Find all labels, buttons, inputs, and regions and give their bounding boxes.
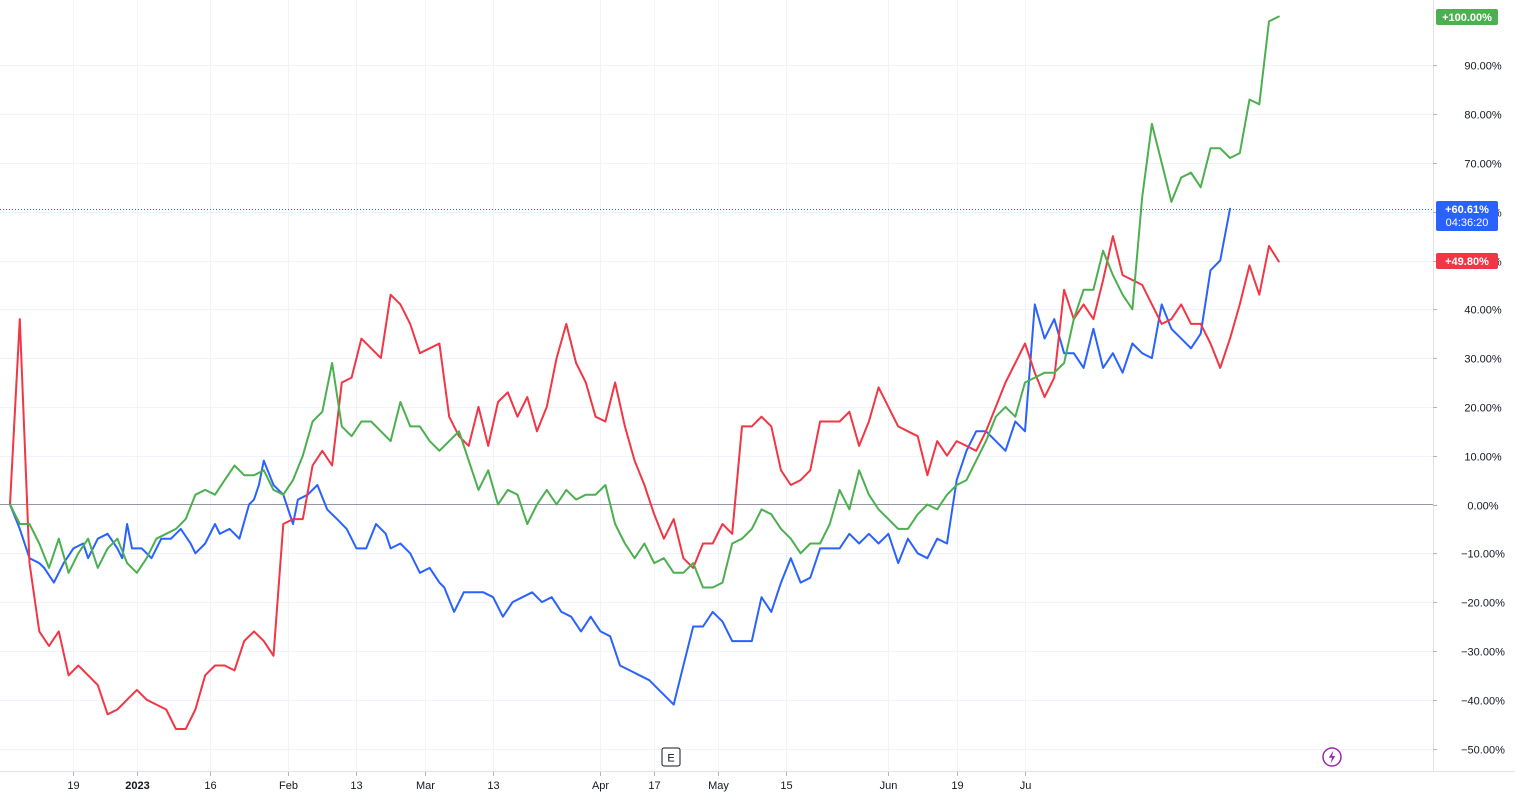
y-tick-label: −50.00% (1461, 745, 1505, 757)
last-value-badges: +60.61%04:36:20 +49.80% +100.00% (1436, 9, 1498, 269)
last-value-badge (1436, 253, 1498, 269)
y-tick-label: −20.00% (1461, 598, 1505, 610)
last-value-badge (1436, 201, 1498, 231)
y-tick-label: 0.00% (1467, 501, 1498, 513)
last-value-badge-text: +49.80% (1445, 256, 1489, 268)
x-tick-label: Apr (592, 780, 609, 792)
last-value-badge-text: +100.00% (1442, 12, 1492, 24)
earnings-label: E (667, 753, 674, 765)
lightning-bolt-glyph (1328, 750, 1336, 764)
x-tick-label: Mar (416, 780, 435, 792)
y-tick-label: 70.00% (1464, 159, 1502, 171)
earnings-icon[interactable] (661, 747, 681, 767)
y-tick-label: 30.00% (1464, 354, 1502, 366)
series-line-2[interactable] (9, 15, 1280, 589)
series-line-1[interactable] (9, 235, 1280, 730)
y-tick-label: 80.00% (1464, 110, 1502, 122)
y-tick-label: −10.00% (1461, 549, 1505, 561)
y-tick-label: −40.00% (1461, 696, 1505, 708)
y-tick-label: −30.00% (1461, 647, 1505, 659)
y-tick-label: 90.00% (1464, 61, 1502, 73)
y-tick-label: 40.00% (1464, 305, 1502, 317)
x-tick-label: Ju (1020, 780, 1032, 792)
x-tick-label: 17 (648, 780, 660, 792)
x-tick-label: 13 (350, 780, 362, 792)
event-markers[interactable]: E (661, 747, 1342, 767)
x-tick-label: 19 (67, 780, 79, 792)
grid-lines (0, 0, 1433, 771)
series-lines[interactable] (9, 15, 1280, 730)
x-tick-label: 19 (951, 780, 963, 792)
x-tick-label: 15 (780, 780, 792, 792)
series-line-0[interactable] (9, 207, 1231, 706)
last-value-badge-text: +60.61% (1445, 204, 1489, 216)
x-tick-label: 16 (204, 780, 216, 792)
countdown-text: 04:36:20 (1446, 217, 1489, 229)
y-tick-label: 10.00% (1464, 452, 1502, 464)
x-tick-label: Feb (279, 780, 298, 792)
x-tick-label: Jun (880, 780, 898, 792)
last-value-badge (1436, 9, 1498, 25)
x-tick-label: 13 (487, 780, 499, 792)
time-axis[interactable]: 19 2023 16 Feb 13 Mar 13 Apr 17 May 15 Jun 19 Ju (67, 772, 1031, 792)
x-tick-label: 2023 (125, 780, 149, 792)
x-tick-label: May (708, 780, 729, 792)
y-tick-label: 20.00% (1464, 403, 1502, 415)
